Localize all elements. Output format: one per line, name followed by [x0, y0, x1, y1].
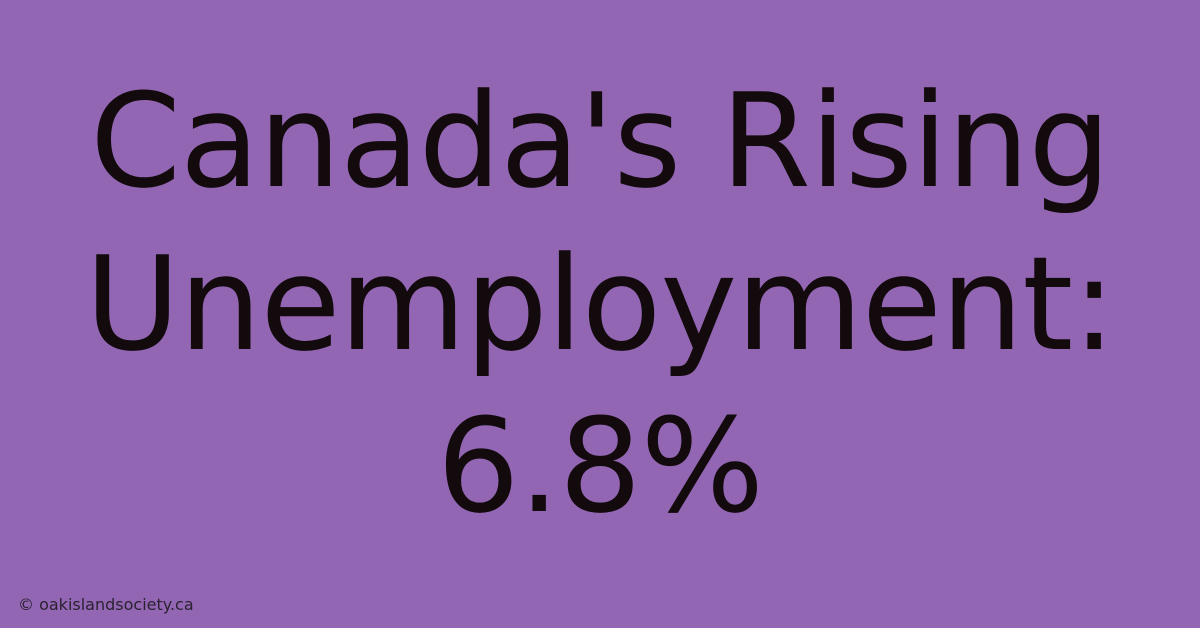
headline-container: Canada's Rising Unemployment: 6.8% — [0, 0, 1200, 628]
attribution-text: © oakislandsociety.ca — [18, 595, 194, 614]
headline-text: Canada's Rising Unemployment: 6.8% — [10, 60, 1190, 548]
